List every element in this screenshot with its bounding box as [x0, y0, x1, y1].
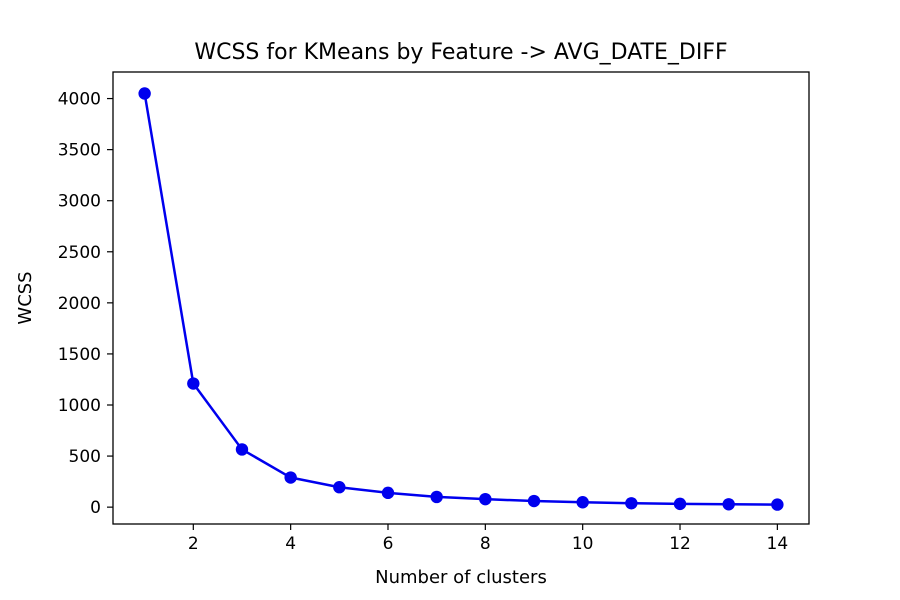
data-point: [138, 87, 151, 100]
data-point: [673, 497, 687, 511]
y-tick-label: 4000: [58, 90, 101, 110]
data-point: [722, 498, 735, 511]
y-tick-label: 2500: [58, 243, 101, 263]
x-tick-label: 14: [767, 534, 789, 554]
data-point: [381, 486, 395, 500]
y-tick-label: 0: [90, 498, 101, 518]
data-point: [625, 497, 638, 510]
x-tick-label: 12: [669, 534, 691, 554]
y-tick-label: 3000: [58, 192, 101, 212]
x-tick-label: 4: [285, 534, 296, 554]
y-tick-label: 1500: [58, 345, 101, 365]
series-layer: [138, 87, 784, 511]
y-tick-label: 1000: [58, 396, 101, 416]
data-point: [430, 490, 443, 504]
plot-area-frame: [112, 71, 810, 525]
series-line: [143, 93, 778, 506]
x-tick-label: 8: [480, 534, 491, 554]
y-axis-label: WCSS: [15, 271, 36, 324]
x-tick-label: 2: [188, 534, 199, 554]
data-point: [771, 498, 784, 511]
x-axis-ticks: 2 4 6 8 10 12 14: [188, 524, 788, 554]
data-point: [527, 494, 541, 508]
data-point: [187, 377, 200, 390]
x-tick-label: 10: [572, 534, 594, 554]
y-axis-ticks: 0 500 1000 1500 2000 2500 3000 3500 4000: [58, 90, 113, 518]
data-point: [284, 471, 297, 484]
y-tick-label: 3500: [58, 141, 101, 161]
data-point: [576, 496, 589, 509]
y-tick-label: 500: [69, 447, 101, 467]
data-point: [235, 443, 249, 456]
chart-title: WCSS for KMeans by Feature -> AVG_DATE_D…: [194, 40, 727, 65]
x-tick-label: 6: [383, 534, 394, 554]
data-point: [479, 492, 492, 506]
data-point: [333, 481, 346, 494]
x-axis-label: Number of clusters: [375, 567, 547, 588]
y-tick-label: 2000: [58, 294, 101, 314]
